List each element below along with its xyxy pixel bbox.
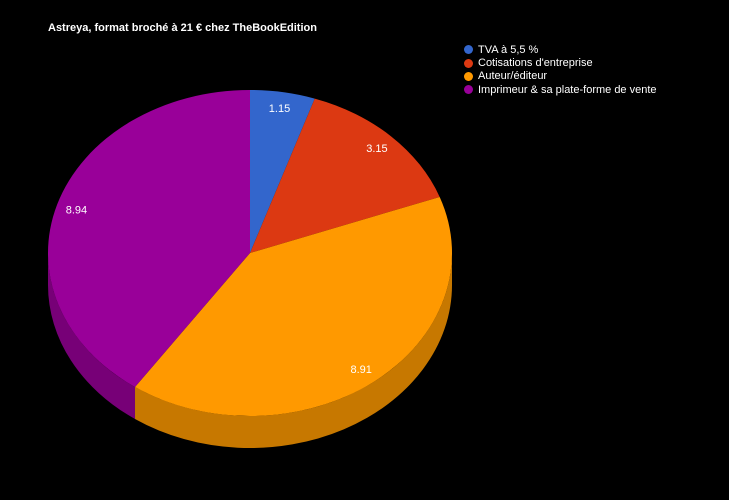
pie-slice-1[interactable] — [250, 98, 440, 253]
legend-item-auteur[interactable]: Auteur/éditeur — [464, 70, 657, 83]
legend: TVA à 5,5 % Cotisations d'entreprise Aut… — [464, 43, 657, 97]
pie-slice-side-3 — [48, 253, 136, 420]
slice-value-label-1: 3.15 — [366, 143, 387, 155]
slice-value-label-3: 8.94 — [66, 204, 87, 216]
pie-slice-2[interactable] — [135, 196, 452, 417]
legend-swatch-icon — [464, 85, 473, 95]
chart-title: Astreya, format broché à 21 € chez TheBo… — [48, 22, 317, 34]
legend-item-label: TVA à 5,5 % — [478, 43, 539, 56]
legend-swatch-icon — [464, 58, 473, 68]
pie-slice-0[interactable] — [250, 90, 315, 253]
legend-item-label: Auteur/éditeur — [478, 70, 548, 83]
slice-value-label-0: 1.15 — [269, 103, 290, 115]
legend-item-imprimeur[interactable]: Imprimeur & sa plate-forme de vente — [464, 83, 657, 96]
legend-item-cotisations[interactable]: Cotisations d'entreprise — [464, 56, 657, 69]
legend-item-label: Imprimeur & sa plate-forme de vente — [478, 83, 657, 96]
legend-item-label: Cotisations d'entreprise — [478, 57, 593, 70]
pie-slice-side-2 — [135, 253, 452, 449]
pie-slice-3[interactable] — [47, 89, 251, 388]
legend-swatch-icon — [464, 71, 473, 81]
legend-swatch-icon — [464, 45, 473, 55]
legend-item-tva[interactable]: TVA à 5,5 % — [464, 43, 657, 56]
slice-value-label-2: 8.91 — [350, 364, 371, 376]
